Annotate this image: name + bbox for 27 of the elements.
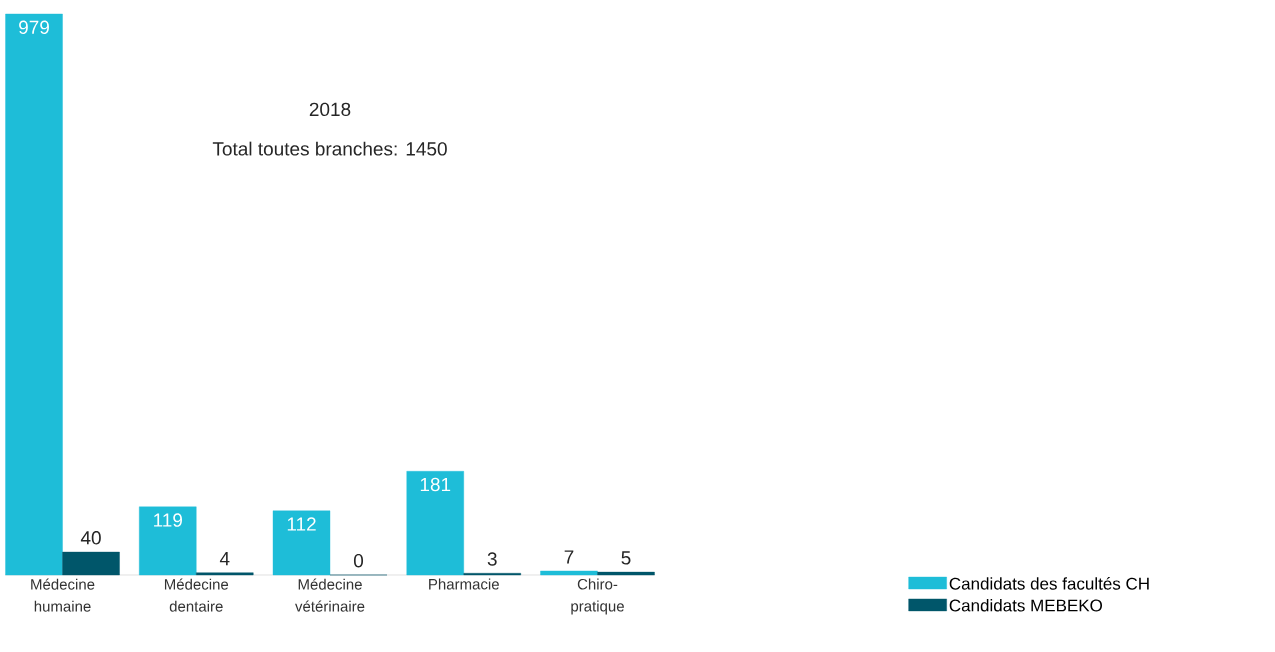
text: 2018 [309,102,351,117]
bar [62,551,120,576]
bar [5,13,63,576]
data-label: 0 [353,554,364,568]
data-label: 112 [287,517,316,531]
data-label: 979 [19,20,49,34]
x-tick-label: Médecine vétérinaire [295,578,365,612]
data-label: 4 [219,552,230,566]
legend-label: Candidats des facultés CH [949,577,1149,590]
data-label: 5 [621,551,631,565]
x-tick-label: Pharmacie [429,578,499,590]
x-tick-label: Médecine humaine [31,578,95,612]
bar [139,506,197,576]
bar [406,471,464,576]
data-label: 181 [420,477,451,492]
data-label: 3 [487,552,497,566]
bar [597,571,655,576]
x-tick-label: Chiro-pratique [571,578,624,615]
x-tick-label: Médecine dentaire [164,578,229,612]
bar [540,570,598,576]
bar [196,572,254,576]
data-label: 7 [564,550,574,564]
data-label: 40 [80,531,101,545]
data-label: 119 [154,513,182,527]
text: Total toutes branches: 1450 [212,141,447,156]
bar [272,510,331,576]
legend-label: Candidats MEBEKO [949,599,1103,612]
